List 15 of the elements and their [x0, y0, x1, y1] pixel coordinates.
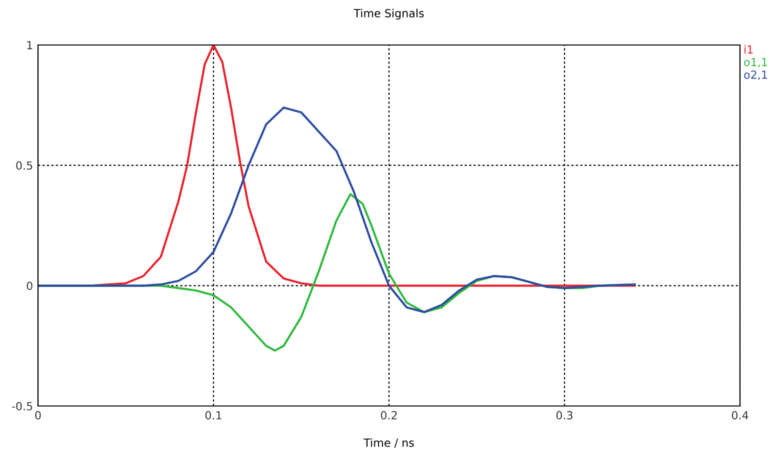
y-tick-label: 1 — [27, 41, 32, 50]
x-tick-label: 0.4 — [732, 411, 748, 420]
line-series — [38, 106, 636, 314]
y-tick-label: 0.5 — [16, 161, 32, 170]
chart-title: Time Signals — [354, 8, 424, 20]
x-tick-label: 0.1 — [205, 411, 222, 420]
x-tick-label: 0 — [35, 411, 41, 420]
text: o2,1 — [744, 70, 767, 80]
text: o1,1 — [744, 58, 767, 68]
text: i1 — [744, 45, 753, 54]
x-tick-label: 0.2 — [380, 411, 397, 420]
x-tick-label: 0.3 — [556, 411, 572, 420]
y-tick-label: 0 — [26, 282, 32, 290]
y-tick-label: -0.5 — [12, 402, 32, 410]
x-axis-title: Time / ns — [364, 438, 414, 448]
